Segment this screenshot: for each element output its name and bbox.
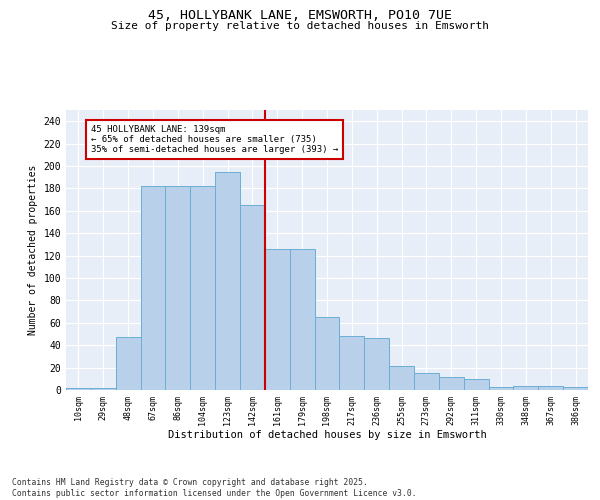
Bar xyxy=(389,366,414,390)
Bar xyxy=(514,386,538,390)
Text: Size of property relative to detached houses in Emsworth: Size of property relative to detached ho… xyxy=(111,21,489,31)
Bar xyxy=(364,338,389,390)
Bar xyxy=(91,388,116,390)
Bar xyxy=(190,186,215,390)
Bar xyxy=(116,338,140,390)
Bar xyxy=(488,386,514,390)
Bar xyxy=(290,249,314,390)
Bar xyxy=(166,186,190,390)
Bar xyxy=(140,186,166,390)
Bar xyxy=(215,172,240,390)
Y-axis label: Number of detached properties: Number of detached properties xyxy=(28,165,38,335)
Bar xyxy=(314,317,340,390)
Text: Contains HM Land Registry data © Crown copyright and database right 2025.
Contai: Contains HM Land Registry data © Crown c… xyxy=(12,478,416,498)
Text: 45, HOLLYBANK LANE, EMSWORTH, PO10 7UE: 45, HOLLYBANK LANE, EMSWORTH, PO10 7UE xyxy=(148,9,452,22)
Bar xyxy=(240,205,265,390)
X-axis label: Distribution of detached houses by size in Emsworth: Distribution of detached houses by size … xyxy=(167,430,487,440)
Bar xyxy=(414,373,439,390)
Bar xyxy=(340,336,364,390)
Bar xyxy=(538,386,563,390)
Bar xyxy=(439,376,464,390)
Bar xyxy=(563,386,588,390)
Text: 45 HOLLYBANK LANE: 139sqm
← 65% of detached houses are smaller (735)
35% of semi: 45 HOLLYBANK LANE: 139sqm ← 65% of detac… xyxy=(91,124,338,154)
Bar xyxy=(66,388,91,390)
Bar xyxy=(265,249,290,390)
Bar xyxy=(464,379,488,390)
